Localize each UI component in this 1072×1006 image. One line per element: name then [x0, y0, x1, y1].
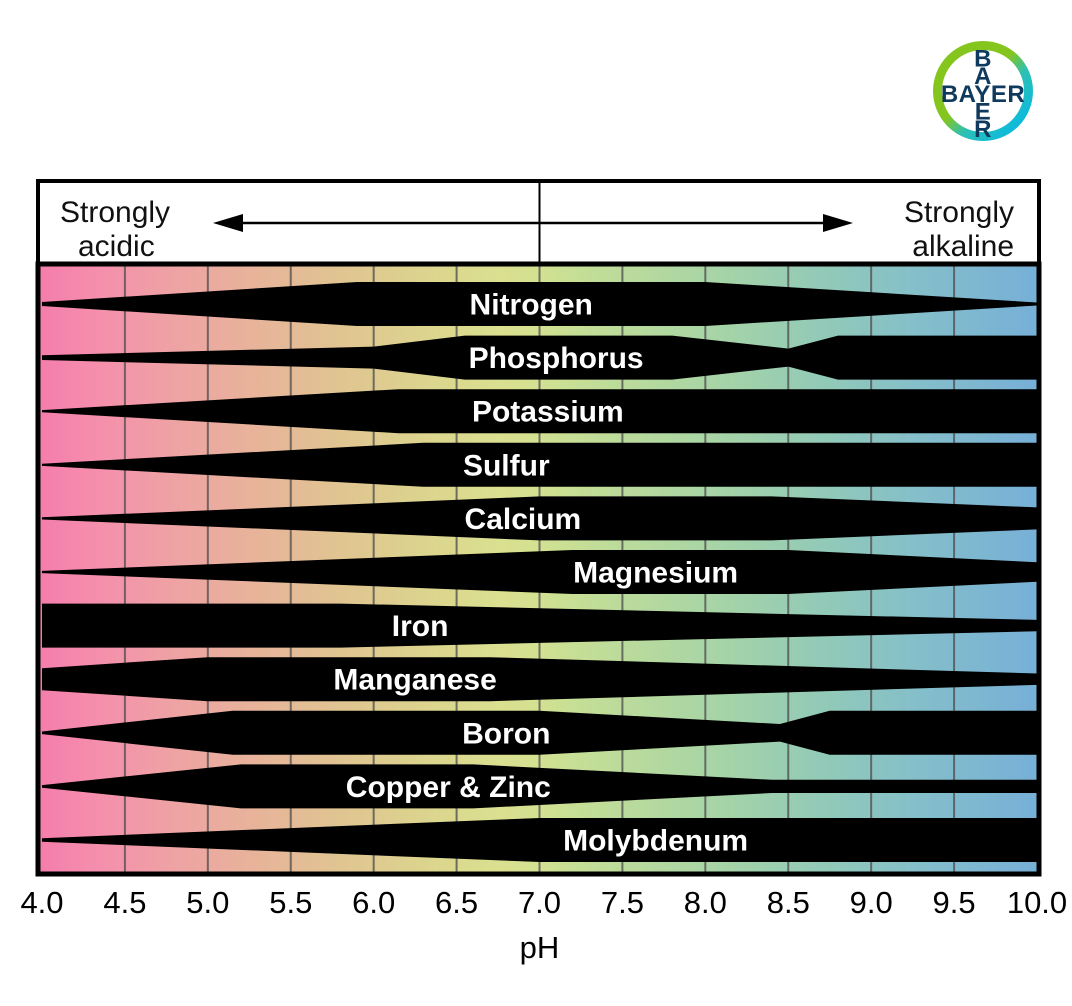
ribbon-label-phosphorus: Phosphorus — [469, 342, 644, 375]
bayer-vertical-letter: B — [974, 46, 992, 73]
bayer-logo: B A BAYER E R — [933, 41, 1033, 143]
ribbon-copper-zinc — [42, 764, 1037, 809]
ribbon-label-magnesium: Magnesium — [573, 557, 738, 590]
x-tick-label: 10.0 — [1007, 885, 1067, 920]
x-tick-label: 6.5 — [435, 885, 478, 920]
arrowhead-right-icon — [823, 214, 853, 232]
ribbon-label-sulfur: Sulfur — [463, 449, 550, 482]
bayer-vertical-letter: A — [974, 63, 992, 90]
ribbon-label-copper-zinc: Copper & Zinc — [346, 771, 551, 804]
ribbon-calcium — [42, 496, 1037, 541]
ribbon-label-potassium: Potassium — [472, 396, 624, 429]
x-tick-label: 6.0 — [352, 885, 395, 920]
ribbon-label-iron: Iron — [392, 610, 449, 643]
ribbon-molybdenum — [42, 818, 1037, 862]
bayer-vertical-letter: E — [975, 99, 992, 126]
bayer-vertical-letter: R — [974, 116, 992, 143]
ribbon-sulfur — [42, 442, 1037, 487]
ribbon-label-calcium: Calcium — [465, 503, 582, 536]
x-tick-label: 7.0 — [518, 885, 561, 920]
x-tick-label: 7.5 — [601, 885, 644, 920]
ribbon-phosphorus — [42, 335, 1037, 380]
ribbon-potassium — [42, 389, 1037, 434]
x-tick-label: 8.0 — [684, 885, 727, 920]
ribbon-label-boron: Boron — [462, 717, 550, 750]
arrowhead-left-icon — [213, 214, 243, 232]
x-axis-title: pH — [520, 930, 560, 965]
ribbon-label-nitrogen: Nitrogen — [470, 289, 593, 322]
ribbon-magnesium — [42, 550, 1037, 594]
x-tick-label: 4.5 — [103, 885, 146, 920]
ribbon-label-molybdenum: Molybdenum — [563, 825, 748, 858]
strongly-acidic-label: Strongly — [60, 196, 170, 229]
ribbon-boron — [42, 710, 1037, 755]
ribbon-iron — [42, 603, 1037, 648]
strongly-alkaline-label: Strongly — [904, 196, 1014, 229]
x-tick-label: 4.0 — [20, 885, 63, 920]
bayer-word-horizontal: BAYER — [941, 81, 1025, 108]
x-tick-label: 5.0 — [186, 885, 229, 920]
x-tick-label: 9.0 — [850, 885, 893, 920]
ribbon-manganese — [42, 657, 1037, 702]
chart-border — [35, 261, 1042, 877]
x-tick-label: 8.5 — [767, 885, 810, 920]
ribbon-nitrogen — [42, 282, 1037, 326]
x-tick-label: 9.5 — [933, 885, 976, 920]
x-tick-label: 5.5 — [269, 885, 312, 920]
ribbon-label-manganese: Manganese — [333, 664, 496, 697]
bayer-ring — [933, 41, 1033, 141]
strongly-alkaline-label: alkaline — [912, 230, 1014, 263]
strongly-acidic-label: acidic — [78, 230, 155, 263]
